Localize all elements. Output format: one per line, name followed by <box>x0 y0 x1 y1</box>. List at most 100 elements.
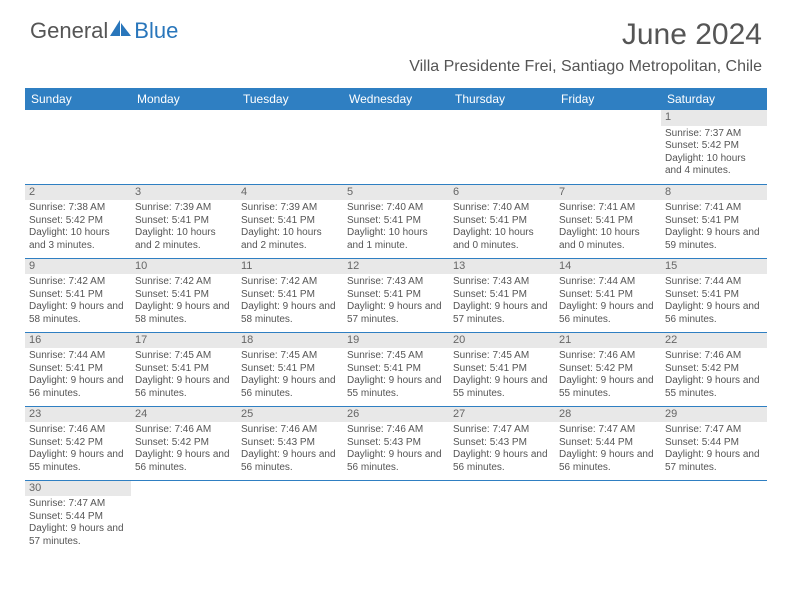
calendar-week-row: 1Sunrise: 7:37 AMSunset: 5:42 PMDaylight… <box>25 110 767 184</box>
calendar-cell: 15Sunrise: 7:44 AMSunset: 5:41 PMDayligh… <box>661 258 767 332</box>
calendar-cell: 30Sunrise: 7:47 AMSunset: 5:44 PMDayligh… <box>25 480 131 554</box>
title-block: June 2024 Villa Presidente Frei, Santiag… <box>409 18 762 76</box>
daylight-text: Daylight: 9 hours and 58 minutes. <box>135 301 233 326</box>
daylight-text: Daylight: 9 hours and 56 minutes. <box>559 449 657 474</box>
calendar-cell: 27Sunrise: 7:47 AMSunset: 5:43 PMDayligh… <box>449 406 555 480</box>
calendar-cell: 13Sunrise: 7:43 AMSunset: 5:41 PMDayligh… <box>449 258 555 332</box>
day-number: 4 <box>237 185 343 201</box>
calendar-cell: 22Sunrise: 7:46 AMSunset: 5:42 PMDayligh… <box>661 332 767 406</box>
day-info: Sunrise: 7:42 AMSunset: 5:41 PMDaylight:… <box>135 276 233 326</box>
daylight-text: Daylight: 9 hours and 58 minutes. <box>241 301 339 326</box>
day-info: Sunrise: 7:46 AMSunset: 5:43 PMDaylight:… <box>241 424 339 474</box>
sunrise-text: Sunrise: 7:37 AM <box>665 128 763 141</box>
daylight-text: Daylight: 9 hours and 57 minutes. <box>453 301 551 326</box>
daylight-text: Daylight: 9 hours and 57 minutes. <box>347 301 445 326</box>
sunrise-text: Sunrise: 7:46 AM <box>559 350 657 363</box>
day-number: 23 <box>25 407 131 423</box>
daylight-text: Daylight: 10 hours and 2 minutes. <box>135 227 233 252</box>
sunset-text: Sunset: 5:41 PM <box>453 363 551 376</box>
day-number: 17 <box>131 333 237 349</box>
day-number: 20 <box>449 333 555 349</box>
sunrise-text: Sunrise: 7:47 AM <box>453 424 551 437</box>
sunset-text: Sunset: 5:41 PM <box>559 215 657 228</box>
day-header-row: Sunday Monday Tuesday Wednesday Thursday… <box>25 88 767 110</box>
day-info: Sunrise: 7:46 AMSunset: 5:42 PMDaylight:… <box>559 350 657 400</box>
daylight-text: Daylight: 10 hours and 0 minutes. <box>559 227 657 252</box>
day-info: Sunrise: 7:45 AMSunset: 5:41 PMDaylight:… <box>453 350 551 400</box>
daylight-text: Daylight: 10 hours and 3 minutes. <box>29 227 127 252</box>
day-info: Sunrise: 7:45 AMSunset: 5:41 PMDaylight:… <box>135 350 233 400</box>
day-number: 15 <box>661 259 767 275</box>
calendar-cell <box>343 480 449 554</box>
day-info: Sunrise: 7:37 AMSunset: 5:42 PMDaylight:… <box>665 128 763 178</box>
calendar-cell: 5Sunrise: 7:40 AMSunset: 5:41 PMDaylight… <box>343 184 449 258</box>
day-info: Sunrise: 7:43 AMSunset: 5:41 PMDaylight:… <box>347 276 445 326</box>
sunset-text: Sunset: 5:41 PM <box>241 289 339 302</box>
sunset-text: Sunset: 5:41 PM <box>665 215 763 228</box>
calendar-cell: 26Sunrise: 7:46 AMSunset: 5:43 PMDayligh… <box>343 406 449 480</box>
sunset-text: Sunset: 5:41 PM <box>559 289 657 302</box>
day-number: 19 <box>343 333 449 349</box>
day-number: 25 <box>237 407 343 423</box>
page-header: General Blue June 2024 Villa Presidente … <box>0 0 792 80</box>
sunset-text: Sunset: 5:42 PM <box>559 363 657 376</box>
sunrise-text: Sunrise: 7:44 AM <box>559 276 657 289</box>
calendar-week-row: 30Sunrise: 7:47 AMSunset: 5:44 PMDayligh… <box>25 480 767 554</box>
daylight-text: Daylight: 9 hours and 56 minutes. <box>347 449 445 474</box>
sunrise-text: Sunrise: 7:38 AM <box>29 202 127 215</box>
day-number: 29 <box>661 407 767 423</box>
sunrise-text: Sunrise: 7:39 AM <box>241 202 339 215</box>
calendar-cell: 10Sunrise: 7:42 AMSunset: 5:41 PMDayligh… <box>131 258 237 332</box>
day-header: Wednesday <box>343 88 449 110</box>
daylight-text: Daylight: 9 hours and 55 minutes. <box>347 375 445 400</box>
sunrise-text: Sunrise: 7:46 AM <box>241 424 339 437</box>
daylight-text: Daylight: 10 hours and 1 minute. <box>347 227 445 252</box>
calendar-cell <box>449 110 555 184</box>
daylight-text: Daylight: 9 hours and 58 minutes. <box>29 301 127 326</box>
calendar-week-row: 16Sunrise: 7:44 AMSunset: 5:41 PMDayligh… <box>25 332 767 406</box>
sunset-text: Sunset: 5:42 PM <box>29 215 127 228</box>
sunset-text: Sunset: 5:41 PM <box>665 289 763 302</box>
calendar-cell: 11Sunrise: 7:42 AMSunset: 5:41 PMDayligh… <box>237 258 343 332</box>
sunset-text: Sunset: 5:42 PM <box>135 437 233 450</box>
day-info: Sunrise: 7:40 AMSunset: 5:41 PMDaylight:… <box>453 202 551 252</box>
calendar-cell <box>555 480 661 554</box>
calendar-cell: 14Sunrise: 7:44 AMSunset: 5:41 PMDayligh… <box>555 258 661 332</box>
sunset-text: Sunset: 5:44 PM <box>559 437 657 450</box>
sunset-text: Sunset: 5:41 PM <box>347 363 445 376</box>
day-info: Sunrise: 7:46 AMSunset: 5:42 PMDaylight:… <box>29 424 127 474</box>
day-number: 18 <box>237 333 343 349</box>
sunset-text: Sunset: 5:41 PM <box>29 289 127 302</box>
calendar-cell: 19Sunrise: 7:45 AMSunset: 5:41 PMDayligh… <box>343 332 449 406</box>
day-info: Sunrise: 7:47 AMSunset: 5:44 PMDaylight:… <box>665 424 763 474</box>
sunset-text: Sunset: 5:41 PM <box>241 363 339 376</box>
calendar-week-row: 23Sunrise: 7:46 AMSunset: 5:42 PMDayligh… <box>25 406 767 480</box>
sunset-text: Sunset: 5:42 PM <box>665 140 763 153</box>
sunrise-text: Sunrise: 7:45 AM <box>453 350 551 363</box>
day-number: 21 <box>555 333 661 349</box>
daylight-text: Daylight: 9 hours and 57 minutes. <box>29 523 127 548</box>
calendar-cell <box>661 480 767 554</box>
logo-text-general: General <box>30 18 108 44</box>
day-info: Sunrise: 7:41 AMSunset: 5:41 PMDaylight:… <box>665 202 763 252</box>
day-info: Sunrise: 7:46 AMSunset: 5:42 PMDaylight:… <box>135 424 233 474</box>
day-number: 3 <box>131 185 237 201</box>
day-number: 27 <box>449 407 555 423</box>
sunset-text: Sunset: 5:41 PM <box>241 215 339 228</box>
calendar-cell: 4Sunrise: 7:39 AMSunset: 5:41 PMDaylight… <box>237 184 343 258</box>
sunset-text: Sunset: 5:41 PM <box>347 215 445 228</box>
sunset-text: Sunset: 5:43 PM <box>241 437 339 450</box>
daylight-text: Daylight: 9 hours and 55 minutes. <box>665 375 763 400</box>
calendar-cell <box>131 480 237 554</box>
sunrise-text: Sunrise: 7:46 AM <box>665 350 763 363</box>
day-header: Monday <box>131 88 237 110</box>
daylight-text: Daylight: 9 hours and 57 minutes. <box>665 449 763 474</box>
day-number: 11 <box>237 259 343 275</box>
day-number: 7 <box>555 185 661 201</box>
sunset-text: Sunset: 5:41 PM <box>29 363 127 376</box>
day-header: Saturday <box>661 88 767 110</box>
sunrise-text: Sunrise: 7:44 AM <box>665 276 763 289</box>
calendar-cell: 12Sunrise: 7:43 AMSunset: 5:41 PMDayligh… <box>343 258 449 332</box>
calendar-cell: 29Sunrise: 7:47 AMSunset: 5:44 PMDayligh… <box>661 406 767 480</box>
day-info: Sunrise: 7:45 AMSunset: 5:41 PMDaylight:… <box>241 350 339 400</box>
